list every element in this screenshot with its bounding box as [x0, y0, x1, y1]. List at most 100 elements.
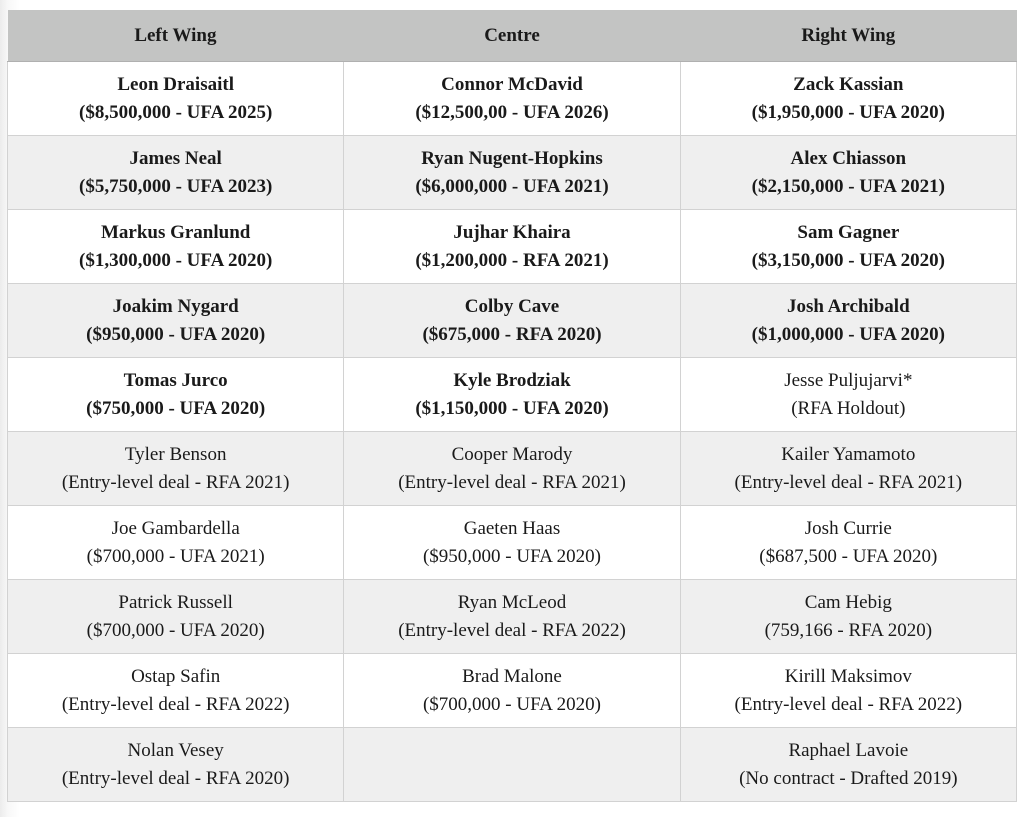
player-name: Cam Hebig — [804, 591, 892, 613]
player-name: Gaeten Haas — [463, 517, 561, 539]
player-name: Tomas Jurco — [123, 369, 228, 391]
player-contract: ($1,150,000 - UFA 2020) — [415, 397, 609, 419]
player-name: Ostap Safin — [131, 665, 221, 687]
player-name: Colby Cave — [464, 295, 560, 317]
player-cell: Ryan Nugent-Hopkins ($6,000,000 - UFA 202… — [343, 135, 681, 210]
player-cell: Zack Kassian ($1,950,000 - UFA 2020) — [679, 61, 1018, 136]
player-name: Cooper Marody — [451, 443, 573, 465]
player-contract: ($750,000 - UFA 2020) — [86, 397, 266, 419]
player-name: Sam Gagner — [797, 221, 900, 243]
column-header: Centre — [343, 10, 681, 62]
player-cell: Kirill Maksimov (Entry-level deal - RFA 2… — [679, 653, 1018, 728]
player-contract: (RFA Holdout) — [791, 397, 906, 419]
player-cell: Cooper Marody (Entry-level deal - RFA 202… — [343, 431, 681, 506]
player-name: Patrick Russell — [118, 591, 233, 613]
player-contract: ($2,150,000 - UFA 2021) — [751, 175, 945, 197]
player-cell: Josh Archibald ($1,000,000 - UFA 2020) — [679, 283, 1018, 358]
player-contract: (Entry-level deal - RFA 2021) — [398, 471, 626, 493]
player-cell: Markus Granlund ($1,300,000 - UFA 2020) — [6, 209, 345, 284]
player-cell: Ryan McLeod (Entry-level deal - RFA 2022) — [343, 579, 681, 654]
player-contract: ($1,300,000 - UFA 2020) — [79, 249, 273, 271]
player-contract: (Entry-level deal - RFA 2021) — [61, 471, 290, 493]
player-cell: Ostap Safin (Entry-level deal - RFA 2022) — [6, 653, 345, 728]
player-cell: Jujhar Khaira ($1,200,000 - RFA 2021) — [343, 209, 681, 284]
player-contract: ($1,000,000 - UFA 2020) — [751, 323, 945, 345]
player-name: Raphael Lavoie — [788, 739, 909, 761]
player-name: Nolan Vesey — [127, 739, 224, 761]
player-name: Zack Kassian — [793, 73, 904, 95]
player-cell: Raphael Lavoie (No contract - Drafted 201… — [679, 727, 1018, 802]
player-cell: Leon Draisaitl ($8,500,000 - UFA 2025) — [6, 61, 345, 136]
player-contract: (Entry-level deal - RFA 2022) — [398, 619, 626, 641]
player-name: Kirill Maksimov — [784, 665, 912, 687]
table-row: Tyler Benson (Entry-level deal - RFA 2021… — [6, 431, 1018, 506]
player-cell: Alex Chiasson ($2,150,000 - UFA 2021) — [679, 135, 1018, 210]
player-contract: ($700,000 - UFA 2020) — [86, 619, 265, 641]
table-row: Joakim Nygard ($950,000 - UFA 2020) Colby … — [6, 283, 1018, 358]
player-name: Tyler Benson — [124, 443, 227, 465]
player-cell: Cam Hebig (759,166 - RFA 2020) — [679, 579, 1018, 654]
player-contract: ($6,000,000 - UFA 2021) — [415, 175, 609, 197]
player-cell: Patrick Russell ($700,000 - UFA 2020) — [6, 579, 345, 654]
table-row: Ostap Safin (Entry-level deal - RFA 2022)… — [6, 653, 1018, 728]
player-contract: ($687,500 - UFA 2020) — [759, 545, 938, 567]
player-contract: ($700,000 - UFA 2021) — [86, 545, 265, 567]
header-row: Left Wing Centre Right Wing — [7, 10, 1018, 62]
player-contract: ($700,000 - UFA 2020) — [422, 693, 602, 715]
player-cell: Gaeten Haas ($950,000 - UFA 2020) — [343, 505, 681, 580]
player-cell: James Neal ($5,750,000 - UFA 2023) — [6, 135, 345, 210]
player-contract: (759,166 - RFA 2020) — [764, 619, 933, 641]
player-contract: ($12,500,00 - UFA 2026) — [415, 101, 609, 123]
table-row: James Neal ($5,750,000 - UFA 2023) Ryan Nu… — [6, 135, 1018, 210]
player-contract: (Entry-level deal - RFA 2021) — [734, 471, 963, 493]
player-cell: Connor McDavid ($12,500,00 - UFA 2026) — [343, 61, 681, 136]
player-name: Jujhar Khaira — [453, 221, 571, 243]
player-cell: Colby Cave ($675,000 - RFA 2020) — [343, 283, 681, 358]
player-contract: (Entry-level deal - RFA 2020) — [61, 767, 290, 789]
player-contract: (No contract - Drafted 2019) — [739, 767, 958, 789]
player-cell: Kailer Yamamoto (Entry-level deal - RFA 2… — [679, 431, 1018, 506]
player-cell: Nolan Vesey (Entry-level deal - RFA 2020) — [6, 727, 345, 802]
player-cell: Joakim Nygard ($950,000 - UFA 2020) — [6, 283, 345, 358]
player-name: Leon Draisaitl — [117, 73, 234, 95]
player-contract: ($5,750,000 - UFA 2023) — [79, 175, 273, 197]
player-name: Joe Gambardella — [111, 517, 240, 539]
player-name: Josh Currie — [804, 517, 892, 539]
player-contract: ($1,950,000 - UFA 2020) — [751, 101, 945, 123]
table-row: Joe Gambardella ($700,000 - UFA 2021) Gaet… — [6, 505, 1018, 580]
table-row: Markus Granlund ($1,300,000 - UFA 2020) Ju… — [6, 209, 1018, 284]
player-contract: ($3,150,000 - UFA 2020) — [751, 249, 945, 271]
player-name: Ryan Nugent-Hopkins — [421, 147, 603, 169]
table-row: Nolan Vesey (Entry-level deal - RFA 2020)… — [6, 727, 1018, 802]
player-contract: ($8,500,000 - UFA 2025) — [79, 101, 273, 123]
player-name: Alex Chiasson — [790, 147, 907, 169]
player-cell — [343, 727, 681, 802]
player-name: Kyle Brodziak — [453, 369, 571, 391]
player-name: Brad Malone — [462, 665, 562, 687]
player-name: Connor McDavid — [441, 73, 583, 95]
player-name: Kailer Yamamoto — [781, 443, 916, 465]
player-cell: Jesse Puljujarvi* (RFA Holdout) — [679, 357, 1018, 432]
player-name: Ryan McLeod — [457, 591, 567, 613]
player-name: Josh Archibald — [786, 295, 910, 317]
player-cell: Joe Gambardella ($700,000 - UFA 2021) — [6, 505, 345, 580]
player-cell: Kyle Brodziak ($1,150,000 - UFA 2020) — [343, 357, 681, 432]
player-contract: (Entry-level deal - RFA 2022) — [734, 693, 963, 715]
table-row: Tomas Jurco ($750,000 - UFA 2020) Kyle Bro… — [6, 357, 1018, 432]
player-cell: Brad Malone ($700,000 - UFA 2020) — [343, 653, 681, 728]
player-contract: ($1,200,000 - RFA 2021) — [415, 249, 609, 271]
player-contract: ($675,000 - RFA 2020) — [422, 323, 602, 345]
roster-table: Left Wing Centre Right Wing Leon Draisaitl… — [6, 10, 1018, 802]
player-name: Markus Granlund — [100, 221, 251, 243]
player-contract: ($950,000 - UFA 2020) — [86, 323, 266, 345]
column-header: Right Wing — [680, 10, 1018, 62]
player-cell: Josh Currie ($687,500 - UFA 2020) — [679, 505, 1018, 580]
player-cell: Tomas Jurco ($750,000 - UFA 2020) — [6, 357, 345, 432]
player-cell: Tyler Benson (Entry-level deal - RFA 2021… — [6, 431, 345, 506]
player-contract: (Entry-level deal - RFA 2022) — [61, 693, 290, 715]
player-name: Joakim Nygard — [112, 295, 239, 317]
player-name: James Neal — [129, 147, 222, 169]
player-cell: Sam Gagner ($3,150,000 - UFA 2020) — [679, 209, 1018, 284]
player-contract: ($950,000 - UFA 2020) — [422, 545, 602, 567]
table-row: Patrick Russell ($700,000 - UFA 2020) Ryan… — [6, 579, 1018, 654]
